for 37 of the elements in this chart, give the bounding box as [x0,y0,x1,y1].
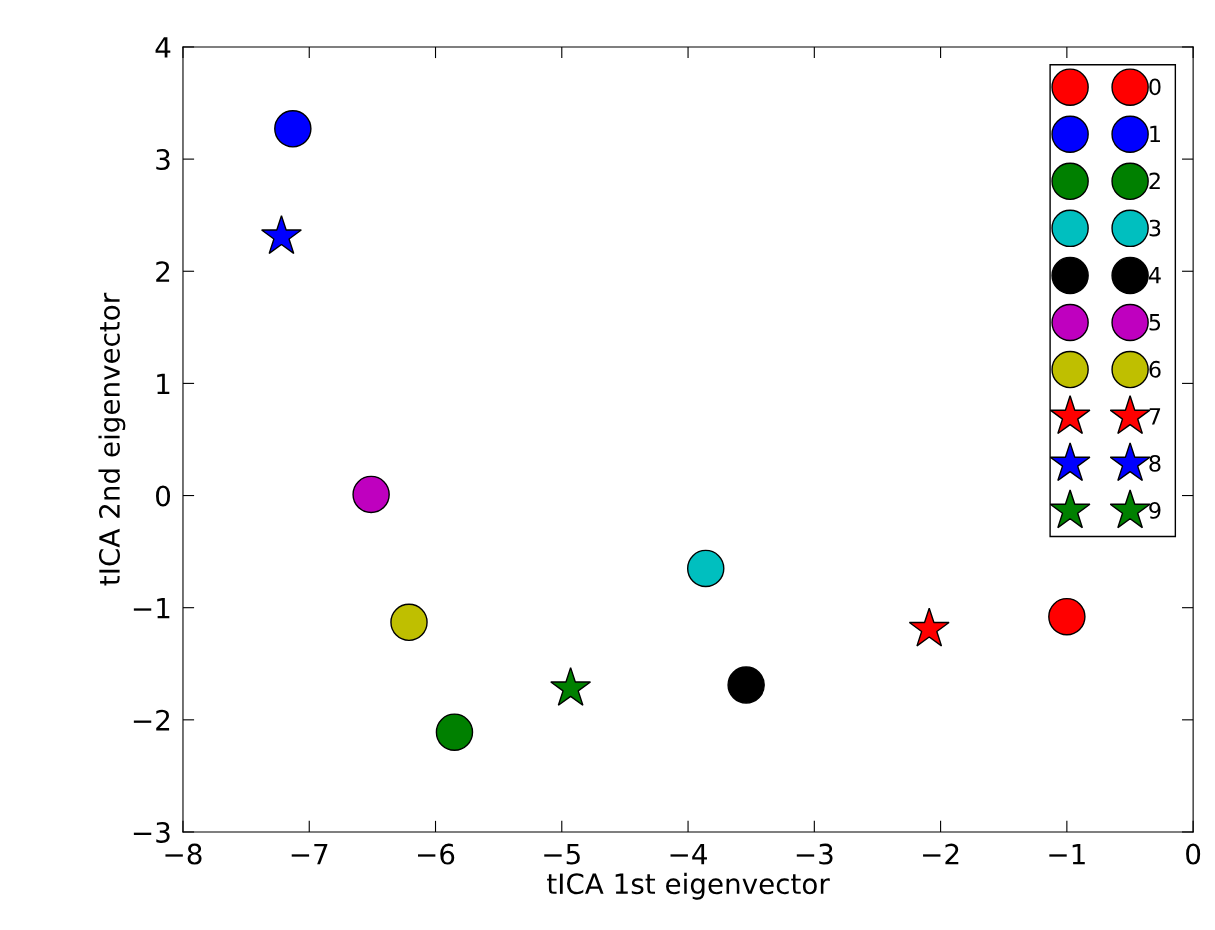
point [1048,597,1086,636]
y-tick-label: 1 [157,373,170,394]
legend-label: 0 [1149,78,1161,96]
x-axis-title: tICA 1st eigenvector [547,872,830,900]
legend-label: 6 [1149,360,1161,378]
y-tick-label: −1 [133,597,170,619]
y-tick-label: 2 [156,261,170,282]
y-tick-label: −2 [133,709,170,731]
x-tick-label: −7 [291,843,328,865]
legend-label: 7 [1149,408,1161,425]
legend-label: 4 [1148,267,1161,284]
point [908,607,950,647]
y-tick-label: −3 [133,821,170,843]
point [727,666,765,704]
point [352,475,390,514]
point [274,110,312,148]
legend-label: 1 [1150,125,1160,143]
x-tick-label: −2 [923,843,959,865]
x-tick-label: −6 [417,843,455,865]
x-tick-label: −3 [796,843,833,865]
legend-label: 5 [1149,314,1161,331]
point [435,713,474,751]
legend-label: 3 [1149,219,1161,237]
point [390,603,428,642]
legend-label: 2 [1149,172,1160,190]
x-tick-label: −8 [165,843,202,865]
legend-label: 8 [1149,454,1161,472]
x-tick-label: −1 [1049,843,1085,865]
y-tick-label: 3 [156,149,170,171]
x-tick-label: 0 [1186,843,1201,865]
y-tick-label: 4 [155,37,171,58]
y-axis-title: tICA 2nd eigenvector [98,292,126,586]
legend-label: 9 [1149,502,1161,519]
point [686,549,725,588]
y-tick-label: 0 [156,485,171,507]
x-tick-label: −4 [670,843,707,865]
x-tick-label: −5 [544,843,580,865]
